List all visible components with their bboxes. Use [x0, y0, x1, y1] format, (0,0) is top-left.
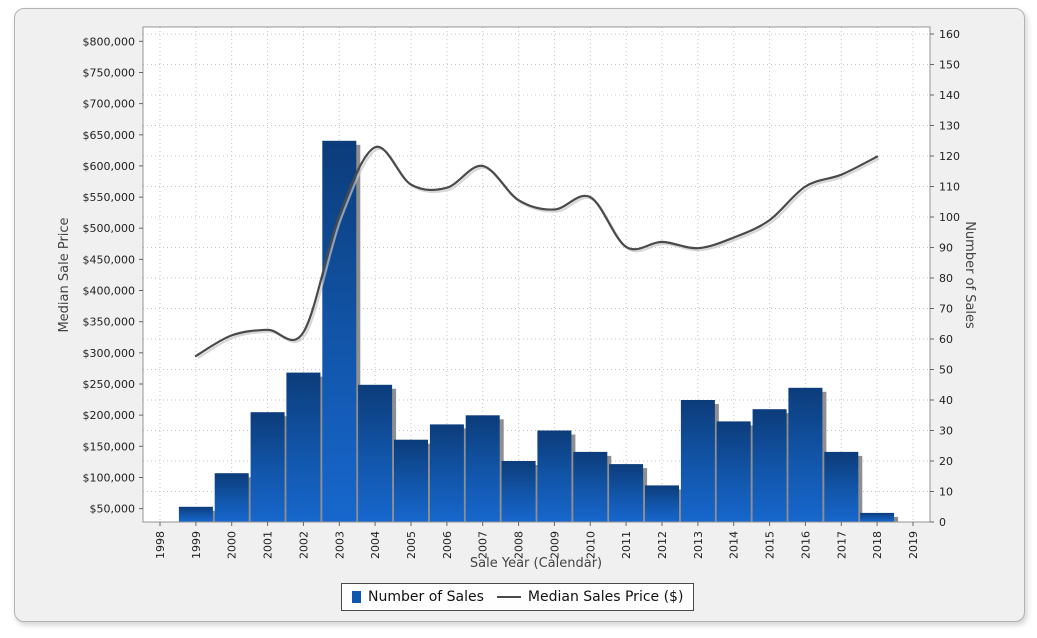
- x-tick-label: 1999: [190, 531, 203, 559]
- x-tick-label: 2000: [226, 531, 239, 559]
- right-tick-label: 0: [939, 516, 946, 529]
- bar-2012: [645, 485, 679, 522]
- right-tick-label: 90: [939, 242, 953, 255]
- x-tick-label: 2003: [333, 531, 346, 559]
- x-tick-label: 2002: [297, 531, 310, 559]
- x-tick-label: 2011: [620, 531, 633, 559]
- left-tick-label: $200,000: [83, 409, 136, 422]
- left-tick-label: $300,000: [83, 347, 136, 360]
- x-tick-label: 2006: [441, 531, 454, 559]
- x-tick-label: 2017: [835, 531, 848, 559]
- left-tick-label: $100,000: [83, 472, 136, 485]
- left-tick-label: $500,000: [83, 222, 136, 235]
- bar-2005: [394, 439, 428, 522]
- bar-2016: [788, 387, 823, 522]
- left-tick-label: $650,000: [83, 129, 136, 142]
- bar-2018: [860, 512, 895, 522]
- right-tick-label: 110: [939, 181, 960, 194]
- bar-2008: [501, 461, 536, 522]
- line-series-median-price: [194, 145, 879, 358]
- bar-2001: [250, 412, 285, 522]
- x-tick-label: 2013: [692, 531, 705, 559]
- left-tick-label: $150,000: [83, 440, 136, 453]
- right-tick-label: 30: [939, 425, 953, 438]
- legend-line-swatch-icon: [496, 596, 521, 598]
- bar-2006: [429, 424, 464, 522]
- left-tick-label: $250,000: [83, 378, 136, 391]
- x-tick-label: 1998: [154, 531, 167, 559]
- bar-2010: [573, 451, 608, 522]
- right-axis-title: Number of Sales: [962, 221, 977, 329]
- plot-border: [142, 26, 931, 523]
- bar-2011: [609, 464, 644, 522]
- right-tick-label: 40: [939, 394, 953, 407]
- x-tick-label: 2015: [764, 531, 777, 559]
- x-tick-label: 2019: [907, 531, 920, 559]
- left-tick-label: $550,000: [83, 191, 136, 204]
- right-tick-label: 80: [939, 272, 953, 285]
- right-tick-label: 50: [939, 364, 953, 377]
- bar-2013: [680, 400, 715, 522]
- bar-2003: [322, 140, 357, 523]
- left-tick-label: $50,000: [90, 503, 136, 516]
- right-tick-label: 160: [939, 28, 960, 41]
- x-tick-label: 2016: [799, 531, 812, 559]
- left-tick-label: $400,000: [83, 285, 136, 298]
- left-tick-label: $700,000: [83, 98, 136, 111]
- legend-label-number-of-sales: Number of Sales: [368, 589, 484, 605]
- x-tick-label: 2014: [728, 531, 741, 559]
- right-tick-label: 60: [939, 333, 953, 346]
- right-tick-label: 140: [939, 89, 960, 102]
- left-axis-title: Median Sale Price: [57, 217, 72, 332]
- x-tick-label: 2018: [871, 531, 884, 559]
- bar-2004: [358, 384, 393, 522]
- x-tick-label: 2007: [477, 531, 490, 559]
- right-tick-label: 10: [939, 486, 953, 499]
- bar-2017: [824, 451, 859, 522]
- bar-2014: [716, 421, 751, 522]
- right-tick-label: 70: [939, 303, 953, 316]
- x-tick-label: 2010: [584, 531, 597, 559]
- bar-2002: [286, 372, 321, 522]
- left-tick-label: $800,000: [83, 35, 136, 48]
- bar-2000: [214, 473, 249, 522]
- right-tick-label: 100: [939, 211, 960, 224]
- x-tick-label: 2012: [656, 531, 669, 559]
- bar-2009: [537, 430, 572, 522]
- legend: Number of Sales Median Sales Price ($): [341, 583, 695, 611]
- x-tick-label: 2005: [405, 531, 418, 559]
- x-tick-label: 2008: [513, 531, 526, 559]
- right-tick-label: 20: [939, 455, 953, 468]
- right-tick-label: 130: [939, 120, 960, 133]
- left-tick-label: $450,000: [83, 253, 136, 266]
- left-tick-label: $350,000: [83, 316, 136, 329]
- right-tick-label: 120: [939, 150, 960, 163]
- x-tick-label: 2004: [369, 531, 382, 559]
- legend-label-median-sales-price: Median Sales Price ($): [527, 589, 684, 605]
- bar-2015: [752, 409, 787, 522]
- left-tick-label: $750,000: [83, 67, 136, 80]
- x-tick-label: 2009: [548, 531, 561, 559]
- bar-2007: [465, 415, 500, 522]
- x-axis-title: Sale Year (Calendar): [470, 556, 602, 571]
- legend-bar-swatch-icon: [352, 591, 361, 603]
- left-tick-label: $600,000: [83, 160, 136, 173]
- x-tick-label: 2001: [262, 531, 275, 559]
- right-tick-label: 150: [939, 59, 960, 72]
- bar-1999: [178, 506, 213, 522]
